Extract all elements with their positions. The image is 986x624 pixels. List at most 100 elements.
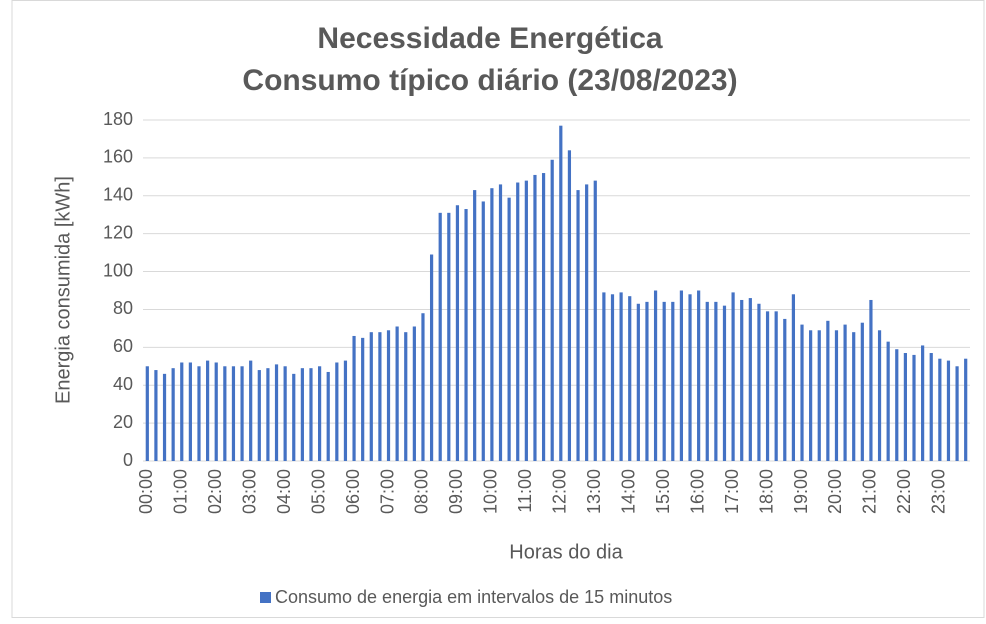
bar [464, 209, 468, 461]
bar [369, 332, 373, 461]
bar [404, 332, 408, 461]
bar [292, 373, 296, 461]
chart-title: Necessidade Energética [317, 22, 662, 55]
bar [921, 345, 925, 461]
bar [791, 294, 796, 461]
bar [206, 360, 210, 461]
bar [783, 318, 787, 461]
bar [679, 290, 684, 461]
bar [653, 290, 658, 461]
x-tick-label: 18:00 [756, 469, 776, 514]
bar [576, 190, 580, 461]
bar [490, 188, 494, 461]
bar [740, 299, 744, 461]
x-tick-label: 17:00 [722, 469, 742, 514]
bar [429, 254, 434, 461]
bar [326, 371, 330, 461]
bar [817, 330, 821, 461]
bar [585, 184, 589, 461]
bar [473, 190, 477, 461]
bar [697, 290, 701, 461]
bar [524, 180, 528, 461]
y-tick-label: 60 [113, 336, 133, 356]
x-tick-label: 03:00 [239, 469, 259, 514]
bar [714, 301, 718, 461]
bar [757, 303, 761, 461]
bar [421, 313, 425, 461]
bar [662, 301, 666, 461]
x-tick-label: 10:00 [481, 469, 501, 514]
x-tick-label: 00:00 [136, 469, 156, 514]
bar [541, 173, 546, 462]
bar [602, 292, 606, 461]
bar [843, 324, 847, 461]
x-tick-label: 16:00 [687, 469, 707, 514]
x-tick-label: 12:00 [550, 469, 570, 514]
bar [481, 201, 485, 461]
bar [231, 366, 236, 461]
bar [274, 364, 279, 461]
bar [955, 366, 959, 461]
bar [903, 353, 907, 461]
y-tick-label: 140 [103, 185, 133, 205]
bar [283, 366, 287, 461]
bar [533, 174, 537, 461]
bar [249, 360, 253, 461]
bar [774, 311, 778, 461]
bar [619, 292, 623, 461]
bar [257, 370, 261, 461]
y-axis-title: Energia consumida [kWh] [52, 176, 74, 404]
bar [895, 349, 899, 461]
x-tick-label: 20:00 [825, 469, 845, 514]
bar [516, 182, 520, 461]
bar [180, 362, 184, 461]
bar [628, 296, 632, 461]
x-tick-label: 15:00 [653, 469, 673, 514]
bar [610, 294, 615, 461]
bar [171, 368, 175, 461]
y-tick-label: 180 [103, 109, 133, 129]
x-axis-title: Horas do dia [509, 541, 623, 563]
bar [162, 373, 167, 461]
x-tick-label: 13:00 [584, 469, 604, 514]
bar [826, 320, 830, 461]
bar [765, 311, 770, 461]
x-tick-label: 21:00 [860, 469, 880, 514]
bar [834, 330, 839, 461]
bar [214, 362, 218, 461]
bar [938, 358, 942, 461]
bar [559, 125, 563, 461]
bar [809, 330, 813, 461]
bar [912, 354, 916, 461]
bar [300, 368, 304, 461]
bar [154, 370, 158, 461]
legend-swatch [260, 592, 271, 603]
bar [395, 326, 399, 461]
bar [386, 330, 391, 461]
y-tick-label: 100 [103, 260, 133, 280]
x-tick-label: 23:00 [929, 469, 949, 514]
x-tick-label: 19:00 [791, 469, 811, 514]
bar [507, 197, 511, 461]
bar [412, 326, 416, 461]
bar [860, 322, 864, 461]
bar [335, 362, 339, 461]
chart-subtitle: Consumo típico diário (23/08/2023) [242, 64, 737, 97]
y-tick-label: 40 [113, 374, 133, 394]
bar [748, 298, 752, 461]
bar [800, 324, 804, 461]
bar [550, 159, 554, 462]
x-tick-label: 09:00 [446, 469, 466, 514]
bar [309, 368, 313, 461]
bar [567, 150, 572, 462]
bar [361, 337, 365, 461]
bar [223, 366, 227, 461]
x-tick-label: 02:00 [205, 469, 225, 514]
bar [240, 366, 244, 461]
bar [671, 301, 675, 461]
bar [145, 366, 149, 461]
bar [645, 301, 649, 461]
bar [964, 358, 968, 461]
bar [197, 366, 201, 461]
